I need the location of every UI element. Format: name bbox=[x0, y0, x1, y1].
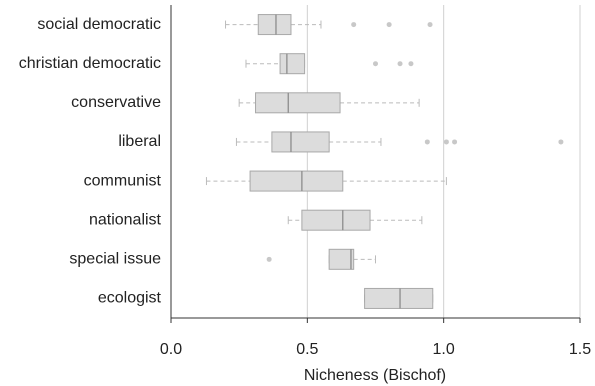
box bbox=[301, 209, 371, 231]
outlier bbox=[424, 139, 430, 145]
outlier bbox=[427, 22, 433, 28]
y-tick-label: communist bbox=[84, 172, 162, 189]
box bbox=[255, 92, 341, 114]
x-axis-label: Nicheness (Bischof) bbox=[304, 367, 446, 384]
x-tick-label: 0.5 bbox=[296, 341, 318, 358]
x-tick-label: 1.5 bbox=[569, 341, 591, 358]
box bbox=[279, 53, 306, 75]
y-tick-label: nationalist bbox=[89, 211, 162, 228]
x-tick-label: 1.0 bbox=[433, 341, 455, 358]
outlier bbox=[558, 139, 564, 145]
outlier bbox=[443, 139, 449, 145]
box bbox=[257, 14, 292, 36]
outlier bbox=[386, 22, 392, 28]
y-tick-label: ecologist bbox=[98, 290, 162, 307]
outlier bbox=[452, 139, 458, 145]
y-tick-label: social democratic bbox=[37, 16, 161, 33]
x-tick-label: 0.0 bbox=[160, 341, 182, 358]
y-tick-label: liberal bbox=[118, 133, 161, 150]
box bbox=[364, 287, 434, 309]
outlier bbox=[373, 61, 378, 67]
y-tick-label: conservative bbox=[71, 94, 161, 111]
box bbox=[271, 131, 330, 153]
box bbox=[328, 248, 355, 270]
y-tick-label: christian democratic bbox=[19, 55, 161, 72]
outlier bbox=[408, 61, 414, 67]
outlier bbox=[397, 61, 403, 67]
outlier bbox=[266, 256, 272, 262]
y-tick-label: special issue bbox=[69, 251, 161, 268]
box bbox=[249, 170, 344, 192]
outlier bbox=[351, 22, 357, 28]
